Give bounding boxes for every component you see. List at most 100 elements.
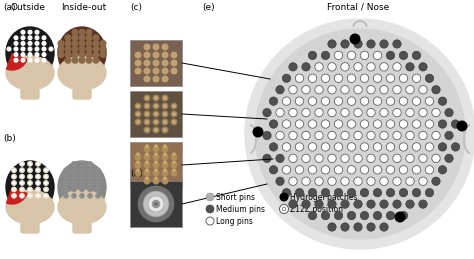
Circle shape bbox=[27, 168, 33, 173]
Circle shape bbox=[81, 195, 83, 197]
Circle shape bbox=[135, 170, 141, 176]
Circle shape bbox=[171, 162, 177, 168]
Circle shape bbox=[164, 105, 166, 107]
Circle shape bbox=[100, 41, 106, 46]
Circle shape bbox=[308, 166, 317, 174]
Circle shape bbox=[289, 154, 297, 163]
Circle shape bbox=[354, 177, 362, 185]
Circle shape bbox=[367, 200, 375, 208]
Circle shape bbox=[289, 177, 297, 185]
Circle shape bbox=[137, 113, 139, 115]
FancyBboxPatch shape bbox=[130, 181, 182, 227]
Circle shape bbox=[276, 154, 284, 163]
Circle shape bbox=[65, 57, 71, 63]
Ellipse shape bbox=[6, 161, 54, 213]
Circle shape bbox=[153, 44, 159, 50]
Circle shape bbox=[155, 113, 157, 115]
Circle shape bbox=[206, 217, 214, 225]
Circle shape bbox=[354, 85, 362, 94]
Circle shape bbox=[49, 47, 53, 51]
Circle shape bbox=[456, 120, 467, 132]
Circle shape bbox=[173, 113, 175, 115]
Circle shape bbox=[374, 189, 382, 197]
Circle shape bbox=[171, 170, 177, 176]
Circle shape bbox=[162, 76, 168, 82]
Circle shape bbox=[153, 111, 159, 117]
Circle shape bbox=[425, 143, 434, 151]
Circle shape bbox=[79, 29, 85, 35]
Circle shape bbox=[95, 181, 100, 185]
Circle shape bbox=[162, 68, 168, 74]
Circle shape bbox=[155, 161, 157, 163]
Circle shape bbox=[144, 146, 150, 152]
Circle shape bbox=[393, 177, 401, 185]
Circle shape bbox=[21, 47, 25, 51]
Circle shape bbox=[276, 131, 284, 140]
Ellipse shape bbox=[59, 165, 105, 221]
Circle shape bbox=[153, 52, 159, 58]
Circle shape bbox=[88, 161, 92, 166]
Circle shape bbox=[341, 177, 349, 185]
Circle shape bbox=[14, 36, 18, 40]
Circle shape bbox=[72, 174, 76, 179]
Circle shape bbox=[72, 46, 78, 52]
Circle shape bbox=[315, 131, 323, 140]
Circle shape bbox=[153, 60, 159, 66]
Circle shape bbox=[21, 195, 23, 197]
Circle shape bbox=[88, 187, 92, 192]
Circle shape bbox=[11, 168, 17, 173]
Circle shape bbox=[144, 52, 150, 58]
Circle shape bbox=[412, 166, 421, 174]
Circle shape bbox=[79, 35, 85, 41]
Circle shape bbox=[13, 195, 15, 197]
Circle shape bbox=[146, 97, 148, 99]
Circle shape bbox=[399, 211, 408, 220]
Circle shape bbox=[171, 154, 177, 160]
Circle shape bbox=[88, 181, 92, 185]
Circle shape bbox=[155, 105, 157, 107]
Circle shape bbox=[295, 189, 304, 197]
Circle shape bbox=[14, 47, 18, 51]
Circle shape bbox=[144, 76, 150, 82]
Circle shape bbox=[80, 174, 84, 179]
Circle shape bbox=[44, 181, 48, 185]
Circle shape bbox=[155, 153, 157, 155]
Circle shape bbox=[302, 109, 310, 117]
Circle shape bbox=[399, 143, 408, 151]
Circle shape bbox=[308, 189, 317, 197]
Circle shape bbox=[37, 169, 39, 171]
Circle shape bbox=[135, 68, 141, 74]
Circle shape bbox=[399, 189, 408, 197]
Circle shape bbox=[19, 193, 25, 198]
Circle shape bbox=[321, 120, 330, 128]
Circle shape bbox=[328, 131, 336, 140]
Circle shape bbox=[164, 161, 166, 163]
Circle shape bbox=[144, 44, 150, 50]
Circle shape bbox=[27, 174, 33, 179]
Circle shape bbox=[27, 161, 33, 166]
Circle shape bbox=[354, 131, 362, 140]
Circle shape bbox=[412, 189, 421, 197]
Circle shape bbox=[308, 120, 317, 128]
Circle shape bbox=[206, 205, 214, 213]
Circle shape bbox=[280, 192, 289, 202]
Circle shape bbox=[13, 169, 15, 171]
Circle shape bbox=[93, 35, 99, 41]
Circle shape bbox=[153, 119, 159, 125]
Circle shape bbox=[283, 143, 291, 151]
Circle shape bbox=[289, 63, 297, 71]
Circle shape bbox=[386, 189, 395, 197]
Circle shape bbox=[37, 163, 39, 165]
Circle shape bbox=[146, 113, 148, 115]
Circle shape bbox=[328, 223, 336, 231]
Circle shape bbox=[321, 97, 330, 105]
Circle shape bbox=[302, 63, 310, 71]
Circle shape bbox=[321, 189, 330, 197]
Circle shape bbox=[65, 52, 71, 57]
Circle shape bbox=[153, 103, 159, 109]
Circle shape bbox=[374, 74, 382, 82]
Circle shape bbox=[11, 187, 17, 192]
Circle shape bbox=[21, 42, 25, 45]
Ellipse shape bbox=[59, 31, 105, 87]
Circle shape bbox=[73, 188, 75, 191]
